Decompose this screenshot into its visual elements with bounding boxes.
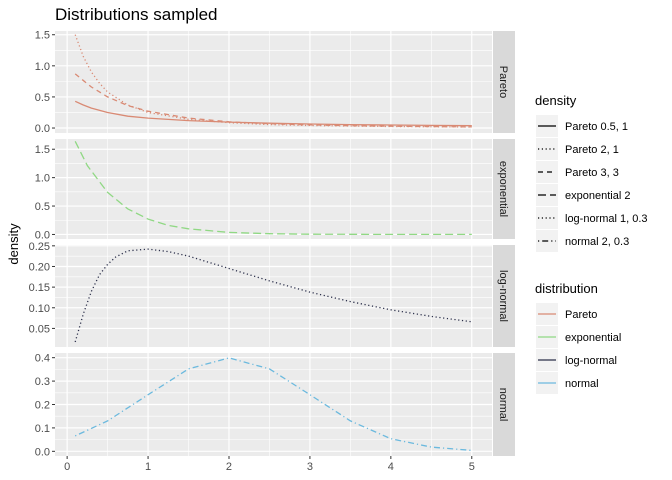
y-tick-label: 0.2 (35, 400, 50, 412)
legend-entry: normal (536, 372, 599, 394)
legend-entry: Pareto 0.5, 1 (536, 115, 628, 137)
legend-label: normal (565, 378, 599, 390)
x-tick-label: 5 (469, 461, 475, 473)
chart-title: Distributions sampled (55, 5, 218, 24)
facet-strip (493, 245, 515, 347)
y-tick-label: 0.20 (29, 261, 50, 273)
series-line-normal-2-0-3 (74, 357, 472, 452)
x-tick-label: 2 (226, 461, 232, 473)
legend-title: distribution (535, 281, 598, 296)
legend-density: density Pareto 0.5, 1 Pareto 2, 1 Pareto 3,… (535, 93, 648, 252)
x-tick-label: 1 (145, 461, 151, 473)
y-tick-label: 0.5 (35, 201, 50, 213)
y-axis-title: density (6, 223, 21, 265)
y-tick-label: 0.10 (29, 303, 50, 315)
legend-entry: log-normal 1, 0.3 (536, 207, 648, 229)
y-tick-label: 0.1 (35, 423, 50, 435)
legend-label: Pareto (565, 309, 597, 321)
legend-entry: Pareto 2, 1 (536, 138, 619, 160)
y-tick-label: 0.4 (35, 353, 50, 365)
legend-entry: normal 2, 0.3 (536, 230, 629, 252)
y-tick-label: 0.3 (35, 376, 50, 388)
facet-strip-label: log-normal (497, 270, 509, 322)
legend-label: exponential 2 (565, 190, 630, 202)
y-tick-label: 0.0 (35, 123, 50, 135)
facet-strip (493, 139, 515, 239)
legend-distribution: distribution Pareto exponential log-normal n… (535, 281, 621, 394)
panel-background (55, 245, 492, 347)
legend-label: log-normal (565, 355, 617, 367)
facet-panel-Pareto: 0.0 0.5 1.0 1.5 Pareto (35, 30, 515, 135)
y-tick-label: 1.5 (35, 30, 50, 42)
facet-strip-label: normal (497, 388, 509, 422)
x-tick-label: 3 (307, 461, 313, 473)
legend-label: log-normal 1, 0.3 (565, 213, 648, 225)
legend-title: density (535, 93, 577, 108)
legend-key-background (536, 184, 558, 206)
x-axis: 0 1 2 3 4 5 (64, 456, 475, 473)
series-line-exponential-2 (74, 141, 472, 236)
legend-label: Pareto 0.5, 1 (565, 121, 628, 133)
facet-panels: 0.0 0.5 1.0 1.5 Pareto 0.0 0.5 1.0 1.5 exponentia… (29, 30, 515, 458)
y-tick-label: 0.0 (35, 229, 50, 241)
legend-label: exponential (565, 332, 621, 344)
legend-entry: exponential 2 (536, 184, 630, 206)
facet-strip-label: Pareto (497, 66, 509, 98)
facet-strip (493, 353, 515, 456)
legend-entry: Pareto (536, 303, 597, 325)
legend-key-background (536, 138, 558, 160)
legend-label: Pareto 3, 3 (565, 167, 619, 179)
y-tick-label: 0.05 (29, 323, 50, 335)
y-tick-label: 0.15 (29, 282, 50, 294)
facet-panel-log-normal: 0.05 0.10 0.15 0.20 0.25 log-normal (29, 241, 515, 347)
legend-entry: Pareto 3, 3 (536, 161, 619, 183)
series-line-Pareto-3-3 (74, 73, 472, 128)
y-tick-label: 1.5 (35, 144, 50, 156)
y-tick-label: 1.0 (35, 61, 50, 73)
legend-key-background (536, 207, 558, 229)
panel-background (55, 31, 492, 133)
legends: density Pareto 0.5, 1 Pareto 2, 1 Pareto 3,… (535, 93, 648, 394)
y-tick-label: 0.5 (35, 92, 50, 104)
series-line-log-normal-1-0-3 (74, 248, 472, 343)
facet-panel-exponential: 0.0 0.5 1.0 1.5 exponential (35, 139, 515, 241)
legend-entry: log-normal (536, 349, 617, 371)
facet-strip (493, 31, 515, 133)
x-tick-label: 4 (388, 461, 394, 473)
legend-entry: exponential (536, 326, 621, 348)
panel-background (55, 139, 492, 239)
legend-label: Pareto 2, 1 (565, 144, 619, 156)
series-line-Pareto-0-5-1 (74, 100, 472, 127)
y-tick-label: 0.25 (29, 241, 50, 253)
x-tick-label: 0 (64, 461, 70, 473)
facet-panel-normal: 0.0 0.1 0.2 0.3 0.4 normal (35, 353, 515, 458)
y-tick-label: 0.0 (35, 446, 50, 458)
facet-strip-label: exponential (497, 161, 509, 217)
legend-label: normal 2, 0.3 (565, 236, 629, 248)
y-tick-label: 1.0 (35, 173, 50, 185)
